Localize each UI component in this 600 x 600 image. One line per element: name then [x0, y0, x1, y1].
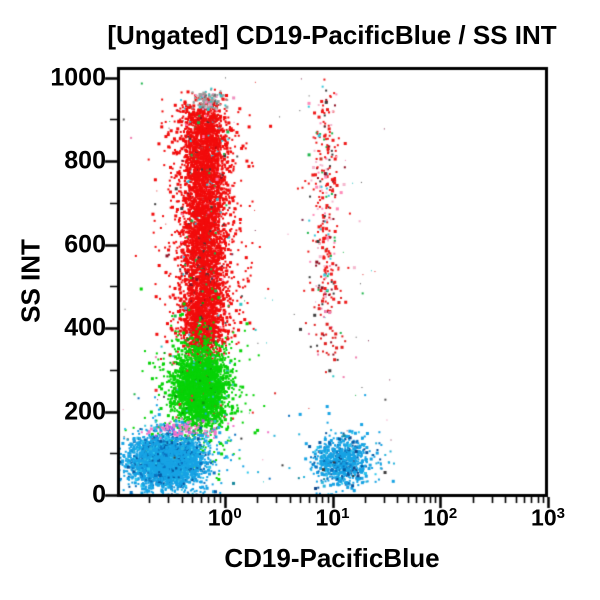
x-tick-label-10e3: 103 [531, 504, 565, 531]
plot-title: [Ungated] CD19-PacificBlue / SS INT [107, 20, 557, 50]
x-axis-label: CD19-PacificBlue [224, 543, 440, 573]
y-axis-label: SS INT [15, 239, 46, 323]
y-tick-label-600: 600 [64, 230, 106, 259]
y-tick-label-0: 0 [92, 480, 106, 509]
y-tick-label-400: 400 [64, 313, 106, 342]
x-tick-label-10e0: 100 [207, 504, 242, 531]
y-tick-label-800: 800 [64, 146, 106, 175]
x-tick-label-10e2: 102 [423, 504, 458, 531]
x-tick-label-10e1: 101 [315, 504, 350, 531]
y-tick-label-1000: 1000 [50, 63, 106, 92]
y-tick-label-200: 200 [64, 397, 106, 426]
